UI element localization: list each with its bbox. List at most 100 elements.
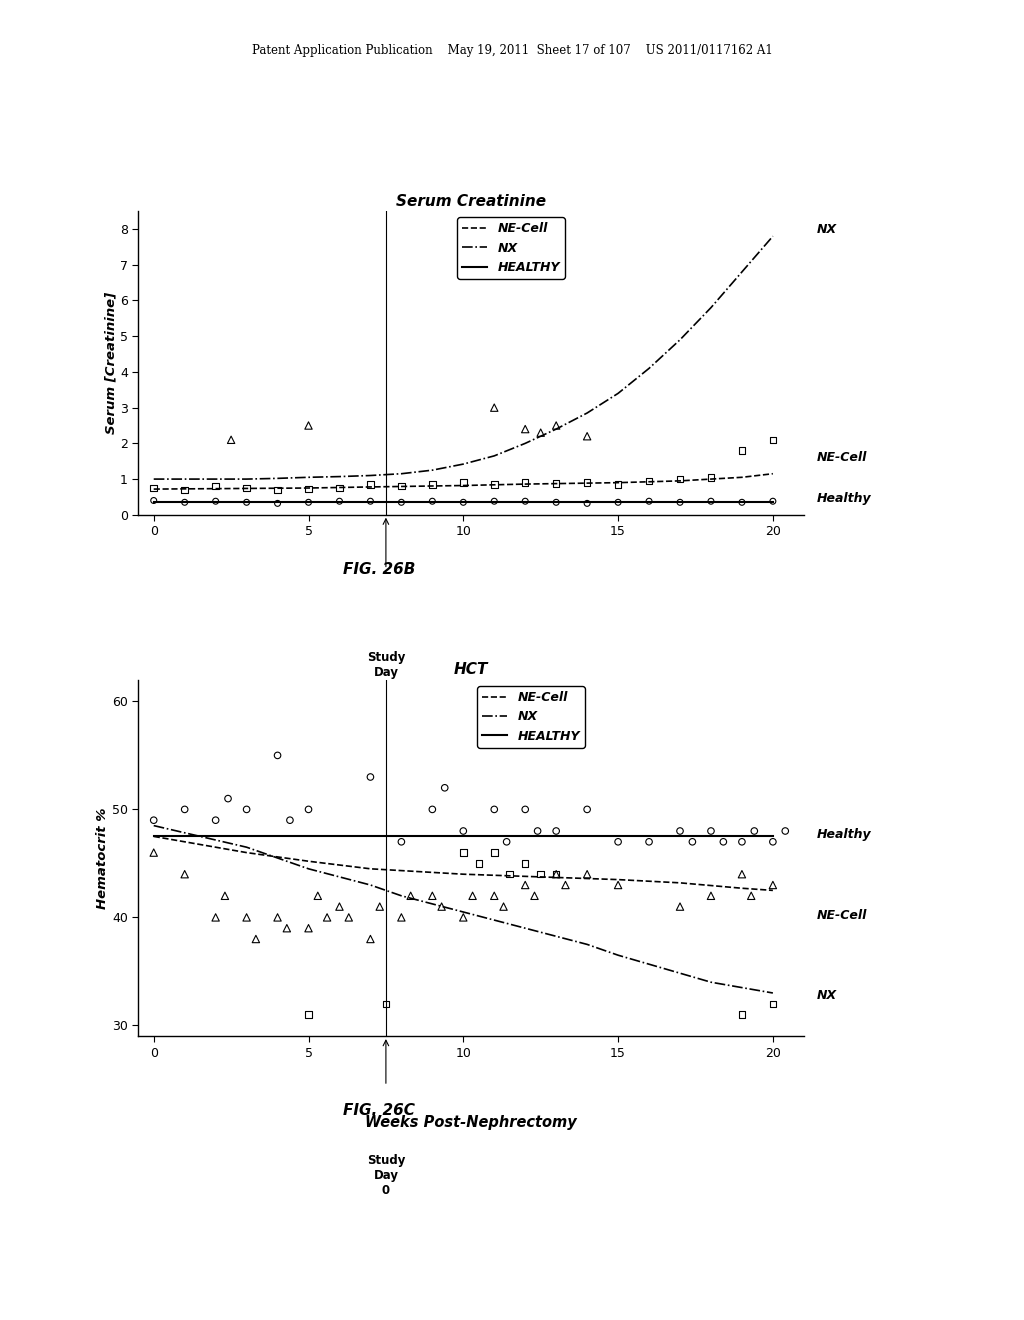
- Point: [765, 874, 781, 895]
- Y-axis label: Hematocrit %: Hematocrit %: [96, 808, 109, 908]
- Point: [765, 832, 781, 853]
- Text: NE-Cell: NE-Cell: [817, 450, 867, 463]
- Point: [465, 886, 481, 907]
- Point: [702, 491, 719, 512]
- Point: [641, 832, 657, 853]
- Point: [378, 993, 394, 1014]
- Point: [715, 832, 731, 853]
- Point: [300, 799, 316, 820]
- Point: [499, 832, 515, 853]
- Point: [765, 491, 781, 512]
- Point: [145, 809, 162, 830]
- Point: [548, 863, 564, 884]
- Point: [471, 853, 487, 874]
- Y-axis label: Serum [Creatinine]: Serum [Creatinine]: [104, 292, 117, 434]
- Point: [362, 928, 379, 949]
- Point: [777, 821, 794, 842]
- Point: [402, 886, 419, 907]
- Point: [557, 874, 573, 895]
- Point: [455, 473, 471, 494]
- Point: [610, 492, 627, 513]
- Point: [145, 490, 162, 511]
- Point: [239, 907, 255, 928]
- Point: [579, 863, 595, 884]
- Point: [548, 863, 564, 884]
- Point: [362, 767, 379, 788]
- Point: [734, 1005, 751, 1026]
- Point: [517, 418, 534, 440]
- Point: [548, 473, 564, 494]
- Point: [548, 492, 564, 513]
- Point: [279, 917, 295, 939]
- Point: [610, 874, 627, 895]
- Text: NX: NX: [817, 989, 838, 1002]
- Point: [223, 429, 240, 450]
- Point: [300, 414, 316, 436]
- Point: [486, 799, 503, 820]
- Point: [269, 479, 286, 500]
- Point: [208, 475, 224, 496]
- Point: [332, 896, 348, 917]
- Point: [455, 492, 471, 513]
- Text: Healthy: Healthy: [817, 491, 871, 504]
- Point: [517, 874, 534, 895]
- Point: [529, 821, 546, 842]
- Point: [362, 491, 379, 512]
- Point: [486, 491, 503, 512]
- Point: [217, 886, 233, 907]
- Point: [145, 842, 162, 863]
- Point: [765, 429, 781, 450]
- Point: [486, 886, 503, 907]
- Point: [517, 853, 534, 874]
- Point: [517, 491, 534, 512]
- Point: [672, 492, 688, 513]
- Point: [548, 414, 564, 436]
- Text: FIG. 26B: FIG. 26B: [343, 562, 415, 577]
- Point: [208, 491, 224, 512]
- Point: [248, 928, 264, 949]
- Point: [579, 425, 595, 446]
- Point: [393, 492, 410, 513]
- Point: [455, 821, 471, 842]
- Title: HCT: HCT: [454, 663, 488, 677]
- Text: Weeks Post-Nephrectomy: Weeks Post-Nephrectomy: [366, 1114, 577, 1130]
- Point: [672, 469, 688, 490]
- Point: [579, 473, 595, 494]
- Point: [393, 475, 410, 496]
- Point: [672, 896, 688, 917]
- Text: Patent Application Publication    May 19, 2011  Sheet 17 of 107    US 2011/01171: Patent Application Publication May 19, 2…: [252, 44, 772, 57]
- Point: [743, 886, 760, 907]
- Point: [341, 907, 357, 928]
- Point: [176, 492, 193, 513]
- Point: [239, 799, 255, 820]
- Point: [734, 440, 751, 461]
- Text: NX: NX: [817, 223, 838, 236]
- Point: [424, 491, 440, 512]
- Point: [208, 809, 224, 830]
- Point: [734, 492, 751, 513]
- Point: [746, 821, 763, 842]
- Point: [502, 863, 518, 884]
- Point: [269, 907, 286, 928]
- Point: [455, 907, 471, 928]
- Point: [362, 474, 379, 495]
- Point: [220, 788, 237, 809]
- Point: [734, 832, 751, 853]
- Text: Healthy: Healthy: [817, 829, 871, 841]
- Point: [239, 492, 255, 513]
- Point: [300, 1005, 316, 1026]
- Point: [684, 832, 700, 853]
- Text: Study
Day
0: Study Day 0: [367, 1154, 406, 1197]
- Point: [526, 886, 543, 907]
- Point: [702, 467, 719, 488]
- Point: [372, 896, 388, 917]
- Point: [300, 917, 316, 939]
- Point: [318, 907, 335, 928]
- Text: NE-Cell: NE-Cell: [817, 908, 867, 921]
- Point: [436, 777, 453, 799]
- Point: [332, 491, 348, 512]
- Point: [532, 863, 549, 884]
- Text: Study
Day
0: Study Day 0: [367, 652, 406, 694]
- Point: [517, 799, 534, 820]
- Point: [208, 907, 224, 928]
